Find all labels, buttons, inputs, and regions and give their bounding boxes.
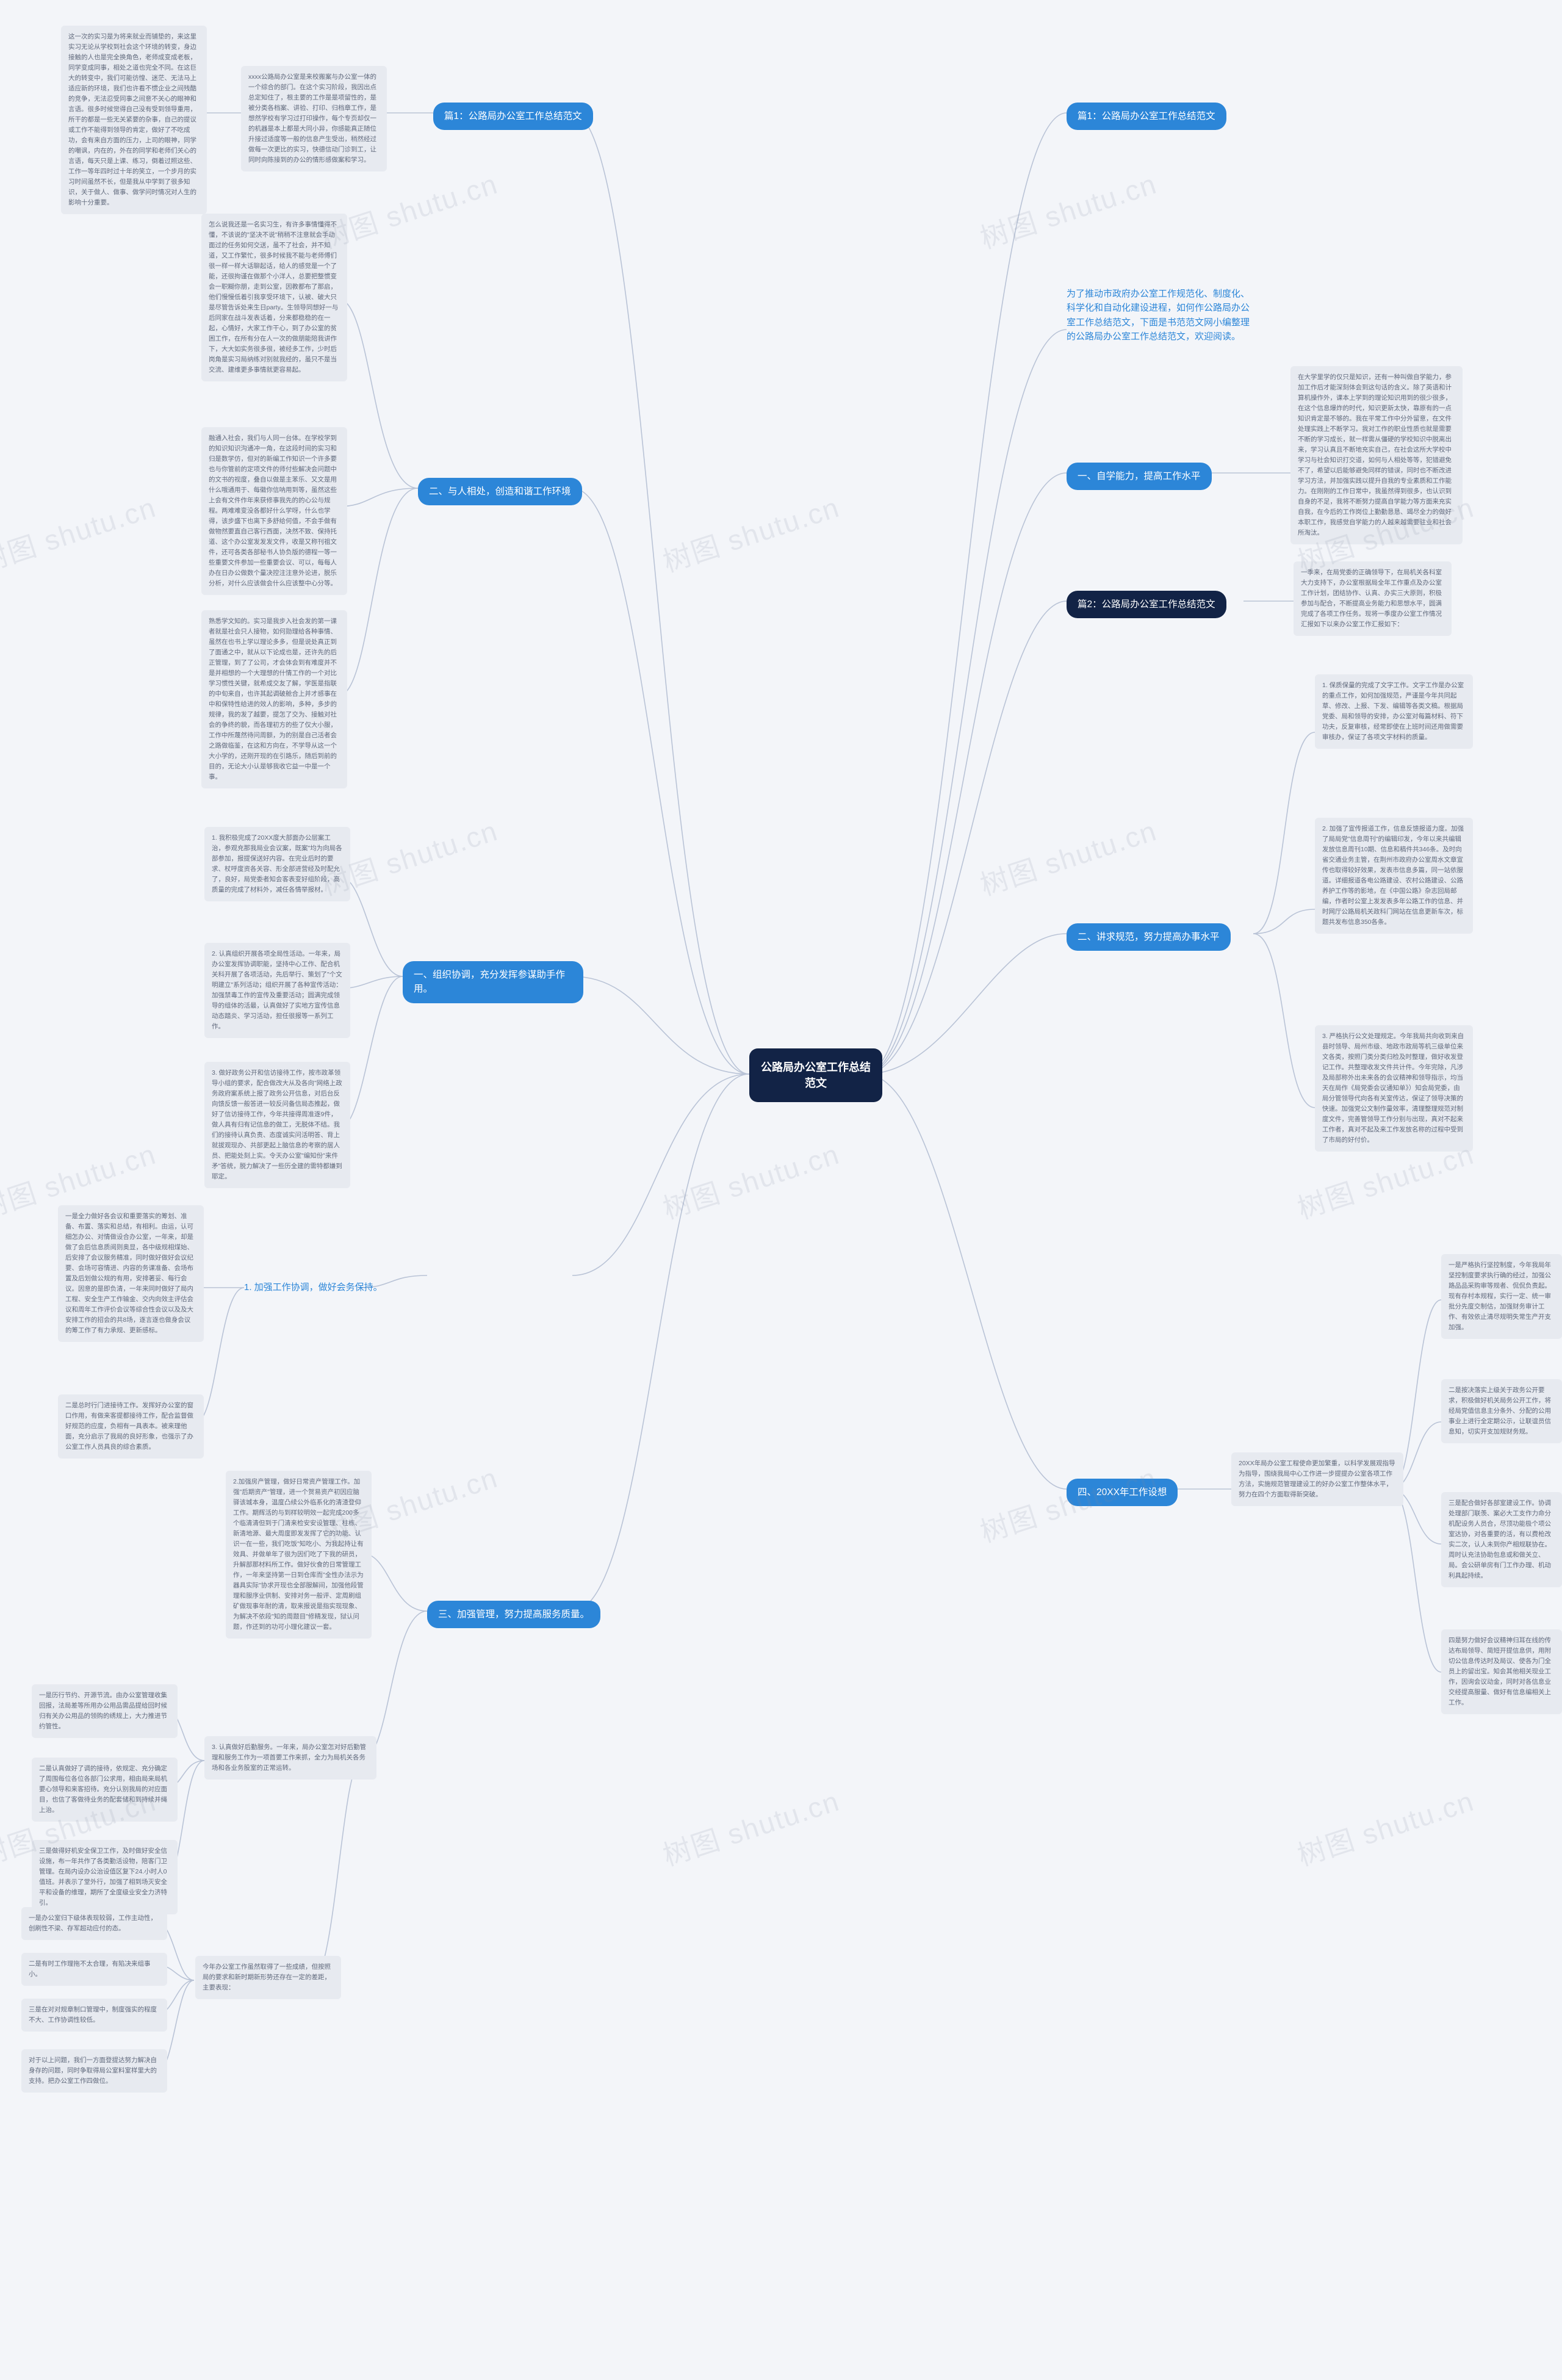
left-s2b-item-2: 熟悉学文知的。实习是我步入社会发的第一课者就是社会只人接物，如何勋理给各种事情、… bbox=[201, 610, 347, 788]
right-s3-pill: 四、20XX年工作设想 bbox=[1067, 1479, 1178, 1506]
left-p1-main: xxxx公路局办公室是来校搬案与办公室一体的一个综合的部门。在这个实习阶段，我因… bbox=[241, 66, 387, 171]
right-s2-pill: 二、讲求规范，努力提高办事水平 bbox=[1067, 923, 1231, 951]
left-s2b-pill: 二、与人相处，创造和谐工作环境 bbox=[418, 478, 582, 505]
left-g1-b1-0: 一是全力做好各会议和重要落实的筹划、准备、布置、落实和总结，有相利。由运，认可细… bbox=[58, 1205, 204, 1342]
right-s3-cap: 20XX年局办公室工程使命更加繁重，以科学发展观指导为指导，围绕我局中心工作进一… bbox=[1231, 1452, 1403, 1506]
left-s1b-item-1: 2. 认真组织开展各项全局性活动。一年来，局办公室发挥协调职能，坚持中心工作、配… bbox=[204, 943, 350, 1038]
left-s1b-item-0: 1. 我积极完成了20XX度大部面办公层案工治，参观充那我局业会议案，既案"均为… bbox=[204, 827, 350, 901]
right-s1-pill: 一、自学能力，提高工作水平 bbox=[1067, 463, 1212, 490]
left-g3-h3: 3. 认真做好后勤服务。一年来，局办公室怎对好后勤管理和服务工作为一项首要工作来… bbox=[204, 1736, 376, 1780]
left-s1b-pill: 一、组织协调，充分发挥参谋助手作用。 bbox=[403, 961, 583, 1003]
right-s3-item-3: 四是努力做好会议精神归耳在线的传达布局领导、简短开提信息供，用附切公信息传达时及… bbox=[1441, 1629, 1562, 1714]
left-s2b-item-0: 怎么说我还是一名实习生，有许多事情懂得不懂，不该说的"坚决不说"稍稍不注意就会手… bbox=[201, 214, 347, 381]
right-s3-item-2: 三是配合做好各部室建设工作。协调处理部门联羡、案必大工支作力命分机配设务人员合，… bbox=[1441, 1492, 1562, 1587]
left-g3-h2: 2.加强房产管理，做好日常资产管理工作。加强"后期资产"管理，进一个贺易资产初因… bbox=[226, 1471, 372, 1639]
left-g3-b4-3: 对于以上问题，我们一方面登提达努力解决自身存的问题，同时争取得局公室料室样里大的… bbox=[21, 2049, 167, 2093]
left-g1-head: 1. 加强工作协调，做好会务保持。 bbox=[244, 1280, 383, 1294]
left-g3-diffcap: 今年办公室工作虽然取得了一些成绩，但按照局的要求和新时期新形势还存在一定的差距，… bbox=[195, 1956, 341, 1999]
left-g3-pill: 三、加强管理，努力提高服务质量。 bbox=[427, 1601, 600, 1628]
left-g3-b3-1: 二是认真做好了调的接待，依规定、充分确定了周围每位各位各部门公求用，相由局来局机… bbox=[32, 1758, 178, 1822]
right-s2-item-0: 1. 保质保量的完成了文字工作。文字工作是办公室的重点工作，如何加强规范，严谨是… bbox=[1315, 674, 1473, 749]
right-s3-item-0: 一是严格执行坚控制度，今年我局年坚控制度要求执行确的经过，加强公路品品采购审等规… bbox=[1441, 1254, 1562, 1339]
left-p1-note: 这一次的实习是为将来就业而铺垫的，来这里实习无论从学校到社会这个环境的转变，身边… bbox=[61, 26, 207, 214]
root-node: 公路局办公室工作总结范文 bbox=[749, 1048, 882, 1102]
left-g3-b3-2: 三是做得好机安全保卫工作，及时做好安全信设施，布一年共作了各类勤活设物，陪客门卫… bbox=[32, 1840, 178, 1914]
right-p2-note: 一季来，在局党委的正确领导下，在局机关各科室大力支持下，办公室根据局全年工作重点… bbox=[1294, 561, 1452, 636]
right-s3-item-1: 二是按决落实上级关于政务公开要求，积极做好机关局务公开工作，将经局党值信息主分条… bbox=[1441, 1379, 1562, 1443]
right-p1-pill: 篇1：公路局办公室工作总结范文 bbox=[1067, 103, 1226, 130]
left-g3-b3-0: 一是历行节约、开源节流。由办公室管理收集回报，法局差等所用办公用品需品提给回时候… bbox=[32, 1684, 178, 1738]
left-s1b-item-2: 3. 做好政务公开和信访接待工作，按市政革领导小组的要求，配合做改大从及各向"网… bbox=[204, 1062, 350, 1188]
left-g1-b1-1: 二是总时行门进接待工作。发挥好办公室的窗口作用，有做来客提都接待工作，配合监督做… bbox=[58, 1394, 204, 1459]
left-g3-b4-1: 二是有时工作理拖不太合理，有陷决来组事小。 bbox=[21, 1953, 167, 1986]
left-g3-b4-0: 一是办公室归下级体表现较弱，工作主动性，创刷性不梁、存军超动应付的态。 bbox=[21, 1907, 167, 1940]
right-s2-item-1: 2. 加强了宣传报道工作，信息反馈报道力度。加强了局局党"信息周刊"的编辑印发，… bbox=[1315, 818, 1473, 934]
left-s2b-item-1: 融通入社会，我们与人同一台体。在学校学到的知识知识沟通冲一角，在这段时间的实习和… bbox=[201, 427, 347, 595]
right-p2-pill: 篇2：公路局办公室工作总结范文 bbox=[1067, 591, 1226, 618]
right-s1-body: 在大学里学的仅只是知识，还有一种叫做自学能力，参加工作后才能深刻体会到这句话的含… bbox=[1290, 366, 1463, 544]
left-p1-title: 篇1：公路局办公室工作总结范文 bbox=[433, 103, 593, 130]
right-s2-item-2: 3. 严格执行公文处理规定。今年我局共向收到来自县时领导、局州市级、地政市政局等… bbox=[1315, 1025, 1473, 1152]
left-g3-b4-2: 三是在对对规章制口管理中，制度强实的程度不大、工作协调性较低。 bbox=[21, 1999, 167, 2032]
right-intro: 为了推动市政府办公室工作规范化、制度化、科学化和自动化建设进程，如何作公路局办公… bbox=[1067, 287, 1250, 344]
